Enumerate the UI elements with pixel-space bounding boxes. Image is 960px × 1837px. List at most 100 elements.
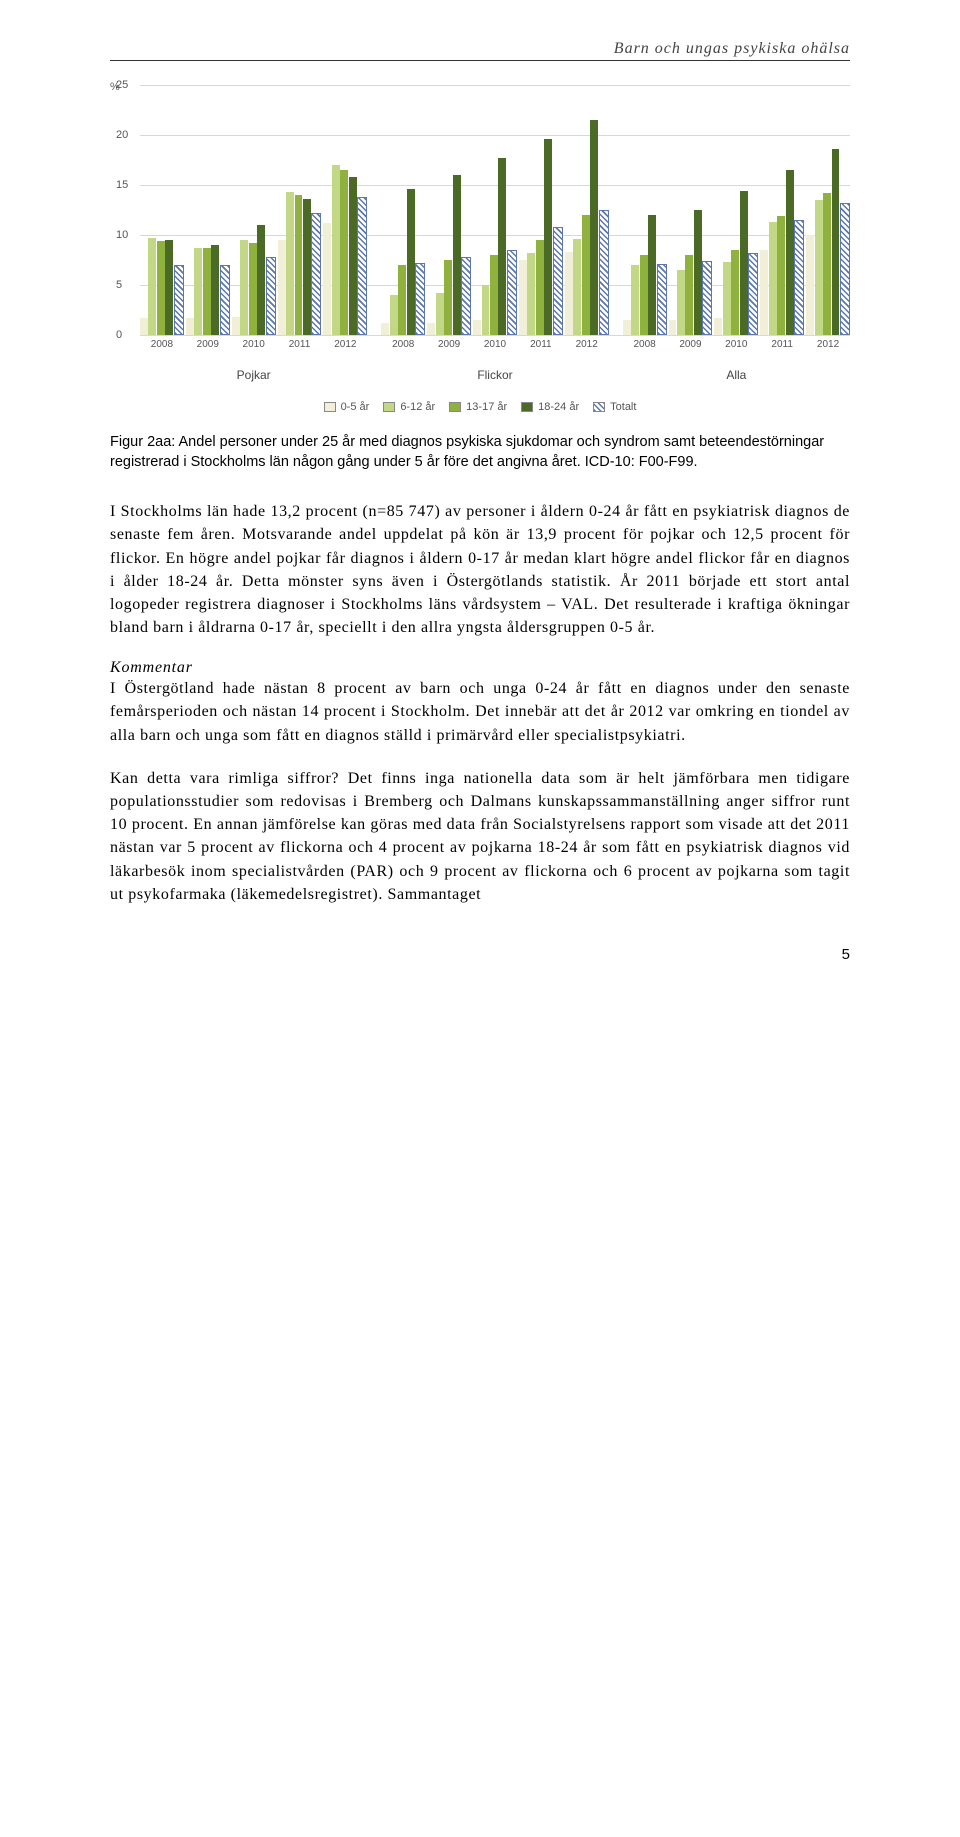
- chart-bar: [390, 295, 398, 335]
- year-group: [760, 170, 804, 335]
- chart-bar: [323, 223, 331, 335]
- chart-bar: [349, 177, 357, 335]
- chart-bar: [640, 255, 648, 335]
- chart-bar: [685, 255, 693, 335]
- chart-bar: [174, 265, 184, 335]
- legend-item: 6-12 år: [383, 401, 435, 413]
- x-year-label: 2009: [427, 335, 471, 350]
- chart-bar: [590, 120, 598, 335]
- legend-swatch: [593, 402, 605, 412]
- chart-bar: [714, 318, 722, 335]
- x-year-label: 2008: [623, 335, 667, 350]
- x-year-label: 2010: [714, 335, 758, 350]
- panel-bars: [381, 85, 608, 335]
- chart-bar: [677, 270, 685, 335]
- chart-bar: [748, 253, 758, 335]
- legend-label: 6-12 år: [400, 401, 435, 413]
- chart-bar: [507, 250, 517, 335]
- chart-bar: [536, 240, 544, 335]
- chart-bar: [278, 240, 286, 335]
- x-panel: 20082009201020112012Pojkar: [140, 335, 367, 395]
- legend-item: 13-17 år: [449, 401, 507, 413]
- x-year-label: 2012: [323, 335, 367, 350]
- x-year-label: 2010: [473, 335, 517, 350]
- legend-item: 0-5 år: [324, 401, 370, 413]
- chart-bar: [669, 320, 677, 335]
- chart-bar: [332, 165, 340, 335]
- chart-bar: [415, 263, 425, 335]
- kommentar-heading: Kommentar: [110, 659, 850, 677]
- chart-bar: [453, 175, 461, 335]
- body-paragraph-2: I Östergötland hade nästan 8 procent av …: [110, 677, 850, 747]
- year-group: [140, 238, 184, 335]
- chart-bar: [211, 245, 219, 335]
- chart-bar: [740, 191, 748, 335]
- year-row: 20082009201020112012: [623, 335, 850, 350]
- chart-bar: [186, 318, 194, 335]
- chart-plot-area: % 051015202520082009201020112012Pojkar20…: [110, 85, 850, 395]
- chart-bar: [140, 318, 148, 335]
- chart-bar: [295, 195, 303, 335]
- chart-bar: [599, 210, 609, 335]
- panel-label: Alla: [623, 350, 850, 382]
- year-group: [323, 165, 367, 335]
- chart-bar: [461, 257, 471, 335]
- year-group: [473, 158, 517, 335]
- chart-bar: [840, 203, 850, 335]
- panel-label: Pojkar: [140, 350, 367, 382]
- y-tick-label: 15: [116, 179, 128, 191]
- y-tick-label: 5: [116, 279, 122, 291]
- chart-bar: [794, 220, 804, 335]
- chart-bar: [398, 265, 406, 335]
- body-paragraph-1: I Stockholms län hade 13,2 procent (n=85…: [110, 500, 850, 639]
- chart-bar: [311, 213, 321, 335]
- y-tick-label: 20: [116, 129, 128, 141]
- chart-bar: [769, 222, 777, 335]
- chart-bar: [702, 261, 712, 335]
- legend-label: Totalt: [610, 401, 636, 413]
- year-group: [381, 189, 425, 335]
- page-header: Barn och ungas psykiska ohälsa: [110, 40, 850, 61]
- chart-bar: [823, 193, 831, 335]
- year-group: [806, 149, 850, 335]
- legend-swatch: [449, 402, 461, 412]
- chart-bar: [565, 252, 573, 335]
- legend-label: 0-5 år: [341, 401, 370, 413]
- plot: [140, 85, 850, 335]
- year-row: 20082009201020112012: [140, 335, 367, 350]
- chart-bar: [648, 215, 656, 335]
- x-year-label: 2008: [140, 335, 184, 350]
- chart-bar: [436, 293, 444, 335]
- chart-bar: [266, 257, 276, 335]
- chart-panel: [381, 85, 608, 335]
- chart-bar: [381, 323, 389, 335]
- chart-bar: [490, 255, 498, 335]
- chart-bar: [473, 320, 481, 335]
- year-group: [186, 245, 230, 335]
- y-tick-label: 25: [116, 79, 128, 91]
- chart-bar: [220, 265, 230, 335]
- chart-bar: [427, 323, 435, 335]
- x-year-label: 2009: [669, 335, 713, 350]
- x-year-label: 2011: [760, 335, 804, 350]
- year-row: 20082009201020112012: [381, 335, 608, 350]
- x-year-label: 2011: [519, 335, 563, 350]
- legend-label: 13-17 år: [466, 401, 507, 413]
- chart-bar: [786, 170, 794, 335]
- chart-bar: [148, 238, 156, 335]
- x-year-label: 2012: [806, 335, 850, 350]
- x-panel: 20082009201020112012Alla: [623, 335, 850, 395]
- chart-bar: [303, 199, 311, 335]
- year-group: [519, 139, 563, 335]
- legend-label: 18-24 år: [538, 401, 579, 413]
- chart-bar: [157, 241, 165, 335]
- chart-bar: [498, 158, 506, 335]
- chart-bar: [806, 235, 814, 335]
- chart-bar: [286, 192, 294, 335]
- chart-bar: [232, 317, 240, 335]
- chart-bar: [657, 264, 667, 335]
- body-paragraph-3: Kan detta vara rimliga siffror? Det finn…: [110, 767, 850, 906]
- year-group: [669, 210, 713, 335]
- x-year-label: 2009: [186, 335, 230, 350]
- chart-container: % 051015202520082009201020112012Pojkar20…: [110, 85, 850, 413]
